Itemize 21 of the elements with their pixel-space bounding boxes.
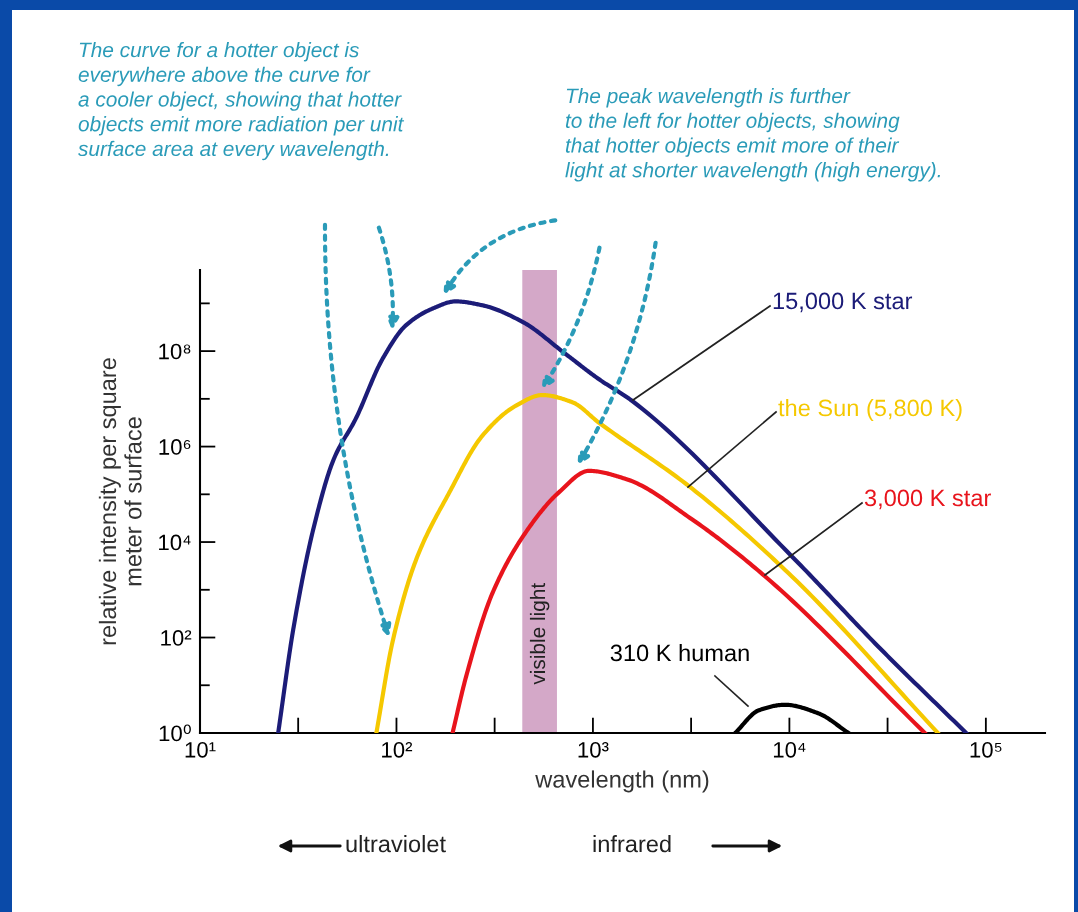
y-tick-label: 10⁴ bbox=[159, 534, 191, 551]
text: The peak wavelength is further to the left for hotter objects, showing that hotter objects emit more of their light at shorter wavelength (high energy). bbox=[565, 88, 940, 182]
band-label: visible light bbox=[529, 582, 550, 685]
text: 310 K human bbox=[610, 643, 749, 662]
x-axis-title: wavelength (nm) bbox=[535, 770, 709, 793]
y-tick-label: 10⁰ bbox=[159, 724, 191, 742]
text: 15,000 K star bbox=[773, 292, 913, 313]
x-tick-label: 10³ bbox=[578, 741, 609, 758]
x-tick-label: 10⁵ bbox=[970, 741, 1002, 758]
text: infrared bbox=[593, 834, 671, 853]
x-tick-label: 10¹ bbox=[185, 741, 216, 758]
x-tick-label: 10² bbox=[382, 741, 413, 758]
y-tick-label: 10⁶ bbox=[159, 439, 191, 455]
x-tick-label: 10⁴ bbox=[773, 741, 806, 758]
y-axis-title: relative intensity per square meter of surface bbox=[98, 358, 142, 645]
text: 3,000 K star bbox=[864, 489, 991, 510]
text: the Sun (5,800 K) bbox=[778, 398, 962, 421]
text: The curve for a hotter object is everywhere above the curve for a cooler object, showing that hotter objects emit more radiation per unit surface area at every wavelength. bbox=[78, 42, 405, 161]
y-tick-label: 10² bbox=[161, 630, 192, 646]
text: ultraviolet bbox=[346, 834, 446, 853]
y-tick-label: 10⁸ bbox=[159, 343, 191, 360]
